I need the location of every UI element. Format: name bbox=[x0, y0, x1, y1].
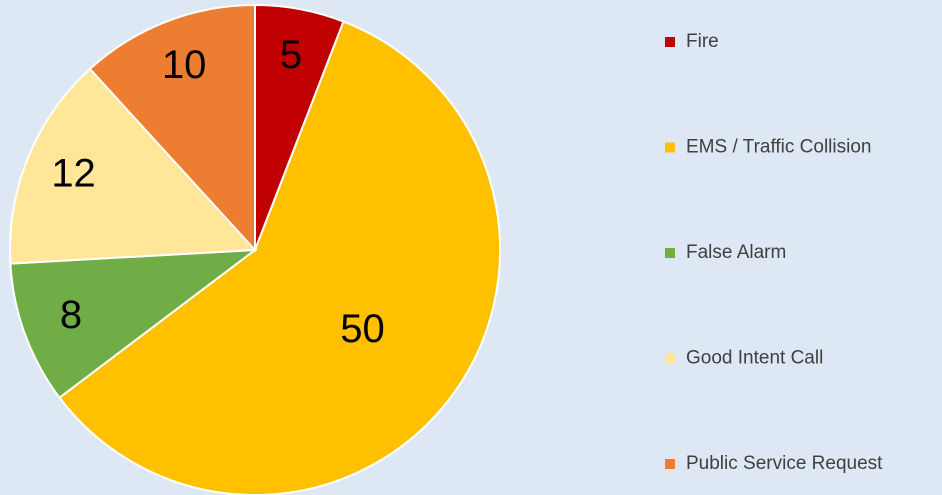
data-label: 10 bbox=[162, 43, 207, 87]
data-label: 8 bbox=[60, 293, 82, 337]
legend-swatch bbox=[665, 142, 675, 153]
legend-swatch bbox=[665, 353, 675, 364]
pie-slice bbox=[88, 3, 256, 253]
legend-label: EMS / Traffic Collision bbox=[686, 137, 871, 158]
pie-slice bbox=[9, 248, 259, 400]
data-label: 12 bbox=[51, 151, 96, 195]
legend-label: Good Intent Call bbox=[686, 348, 823, 369]
legend-label: False Alarm bbox=[686, 242, 786, 263]
pie-slice bbox=[9, 67, 258, 265]
legend-label: Public Service Request bbox=[686, 453, 883, 474]
data-label: 5 bbox=[280, 33, 302, 77]
legend-swatch bbox=[665, 248, 675, 258]
legend-swatch bbox=[665, 459, 675, 469]
legend-label: Fire bbox=[686, 31, 719, 52]
data-label: 50 bbox=[340, 307, 385, 351]
pie-slice bbox=[58, 20, 501, 495]
legend-swatch bbox=[665, 37, 675, 47]
